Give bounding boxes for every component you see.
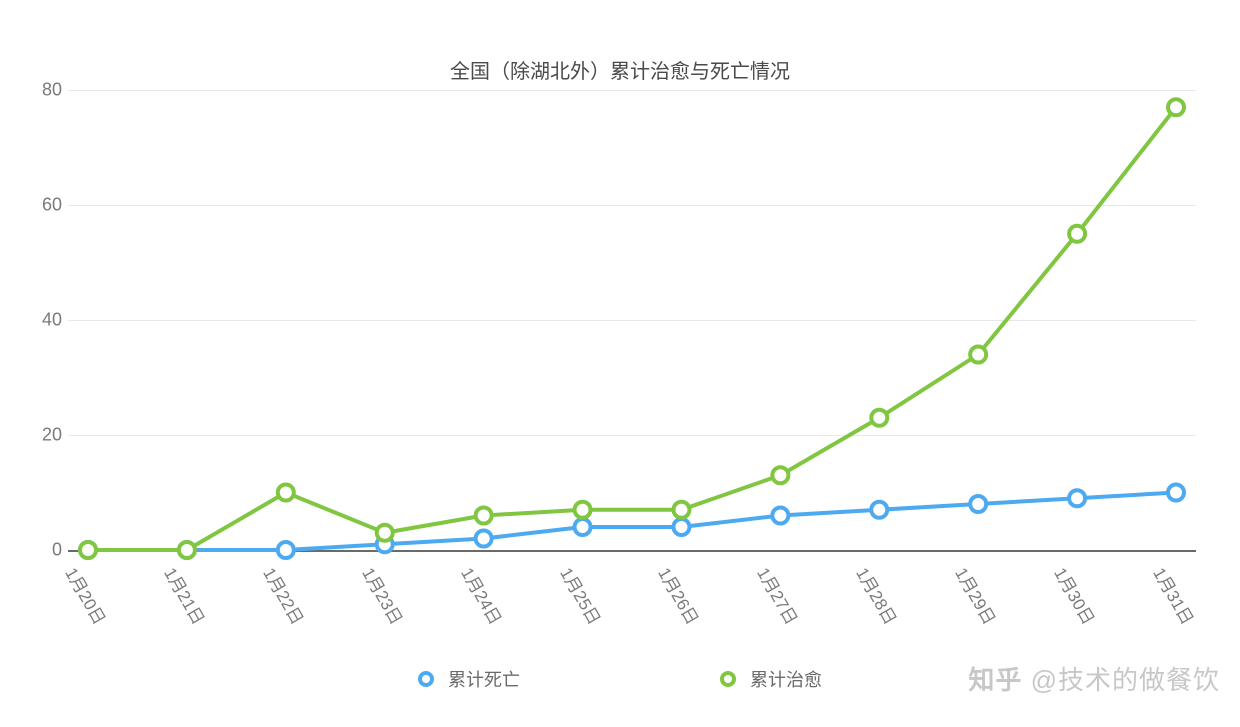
watermark-text: @技术的做餐饮 (1031, 665, 1220, 695)
x-tick-label: 1月30日 (1049, 562, 1102, 629)
series-marker-cured (1168, 99, 1184, 115)
series-marker-cured (80, 542, 96, 558)
y-tick-label: 0 (52, 540, 62, 561)
x-tick-label: 1月29日 (951, 562, 1004, 629)
series-marker-cured (673, 502, 689, 518)
legend-marker-icon (720, 671, 736, 687)
plot-area: 1月20日1月21日1月22日1月23日1月24日1月25日1月26日1月27日… (68, 90, 1196, 550)
series-marker-cured (575, 502, 591, 518)
series-marker-cured (772, 467, 788, 483)
x-tick-label: 1月20日 (60, 562, 113, 629)
x-tick-label: 1月24日 (456, 562, 509, 629)
x-tick-label: 1月27日 (753, 562, 806, 629)
series-marker-cured (1069, 226, 1085, 242)
series-marker-deaths (871, 502, 887, 518)
legend-marker-icon (418, 671, 434, 687)
chart-container: 全国（除湖北外）累计治愈与死亡情况 80 60 40 20 0 1月20日1月2… (0, 0, 1240, 727)
x-tick-label: 1月26日 (654, 562, 707, 629)
series-marker-cured (476, 508, 492, 524)
legend-label: 累计治愈 (750, 666, 822, 692)
series-marker-deaths (673, 519, 689, 535)
series-marker-deaths (970, 496, 986, 512)
y-tick-label: 80 (42, 80, 62, 101)
x-tick-label: 1月31日 (1148, 562, 1201, 629)
y-tick-label: 40 (42, 310, 62, 331)
series-marker-deaths (1069, 490, 1085, 506)
series-marker-deaths (575, 519, 591, 535)
legend-item-cured: 累计治愈 (720, 666, 822, 692)
series-marker-cured (179, 542, 195, 558)
y-tick-label: 20 (42, 425, 62, 446)
chart-title: 全国（除湖北外）累计治愈与死亡情况 (450, 55, 790, 84)
x-tick-label: 1月25日 (555, 562, 608, 629)
series-marker-cured (871, 410, 887, 426)
series-line-cured (88, 107, 1176, 550)
legend-item-deaths: 累计死亡 (418, 666, 520, 692)
series-line-deaths (88, 493, 1176, 551)
series-marker-deaths (1168, 485, 1184, 501)
watermark-logo: 知乎 (968, 665, 1022, 695)
watermark: 知乎 @技术的做餐饮 (968, 660, 1220, 697)
x-tick-label: 1月28日 (852, 562, 905, 629)
series-marker-cured (970, 347, 986, 363)
y-tick-label: 60 (42, 195, 62, 216)
series-marker-deaths (476, 531, 492, 547)
chart-svg (68, 90, 1196, 550)
legend-label: 累计死亡 (448, 666, 520, 692)
x-tick-label: 1月23日 (357, 562, 410, 629)
series-marker-cured (278, 485, 294, 501)
series-marker-deaths (772, 508, 788, 524)
series-marker-cured (377, 525, 393, 541)
series-marker-deaths (278, 542, 294, 558)
x-tick-label: 1月22日 (258, 562, 311, 629)
x-tick-label: 1月21日 (159, 562, 212, 629)
